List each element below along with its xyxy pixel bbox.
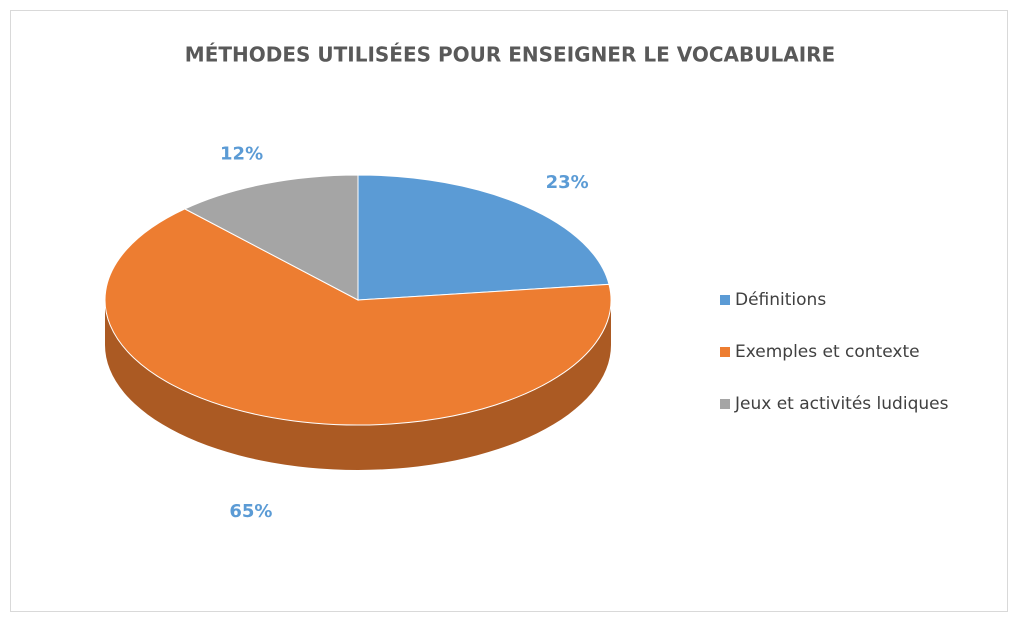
- slice-side: [105, 300, 611, 470]
- data-label: 23%: [546, 172, 589, 193]
- legend-marker: [720, 347, 730, 357]
- data-label: 12%: [220, 144, 263, 165]
- legend-label: Exemples et contexte: [735, 342, 920, 362]
- legend-label: Définitions: [735, 290, 826, 310]
- legend-label: Jeux et activités ludiques: [734, 394, 949, 414]
- slice: [357, 174, 610, 301]
- legend-marker: [720, 295, 730, 305]
- legend-marker: [720, 399, 730, 409]
- chart-title: MÉTHODES UTILISÉES POUR ENSEIGNER LE VOC…: [185, 43, 835, 67]
- slice: [104, 208, 612, 426]
- slice: [183, 174, 359, 301]
- data-label: 65%: [229, 501, 272, 522]
